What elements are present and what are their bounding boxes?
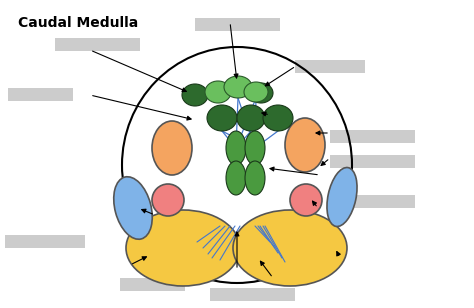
Ellipse shape xyxy=(205,81,231,103)
Text: Caudal Medulla: Caudal Medulla xyxy=(18,16,138,30)
Ellipse shape xyxy=(207,105,237,131)
Bar xyxy=(330,195,415,208)
Ellipse shape xyxy=(152,184,184,216)
Ellipse shape xyxy=(126,210,240,286)
Bar xyxy=(330,130,415,143)
Ellipse shape xyxy=(114,177,152,239)
Ellipse shape xyxy=(245,131,265,165)
Bar xyxy=(195,18,280,31)
Bar xyxy=(5,235,85,248)
Ellipse shape xyxy=(233,210,347,286)
Ellipse shape xyxy=(245,161,265,195)
Ellipse shape xyxy=(327,168,357,226)
Bar xyxy=(55,38,140,51)
Ellipse shape xyxy=(226,131,246,165)
Ellipse shape xyxy=(285,118,325,172)
Ellipse shape xyxy=(263,105,293,131)
Ellipse shape xyxy=(249,83,273,103)
Ellipse shape xyxy=(237,105,265,131)
Ellipse shape xyxy=(290,184,322,216)
Bar xyxy=(210,288,295,301)
Ellipse shape xyxy=(244,82,268,102)
Bar xyxy=(120,278,185,291)
Ellipse shape xyxy=(152,121,192,175)
Bar xyxy=(8,88,73,101)
Bar xyxy=(295,60,365,73)
Ellipse shape xyxy=(182,84,208,106)
Bar xyxy=(330,155,415,168)
Ellipse shape xyxy=(226,161,246,195)
Ellipse shape xyxy=(224,76,252,98)
